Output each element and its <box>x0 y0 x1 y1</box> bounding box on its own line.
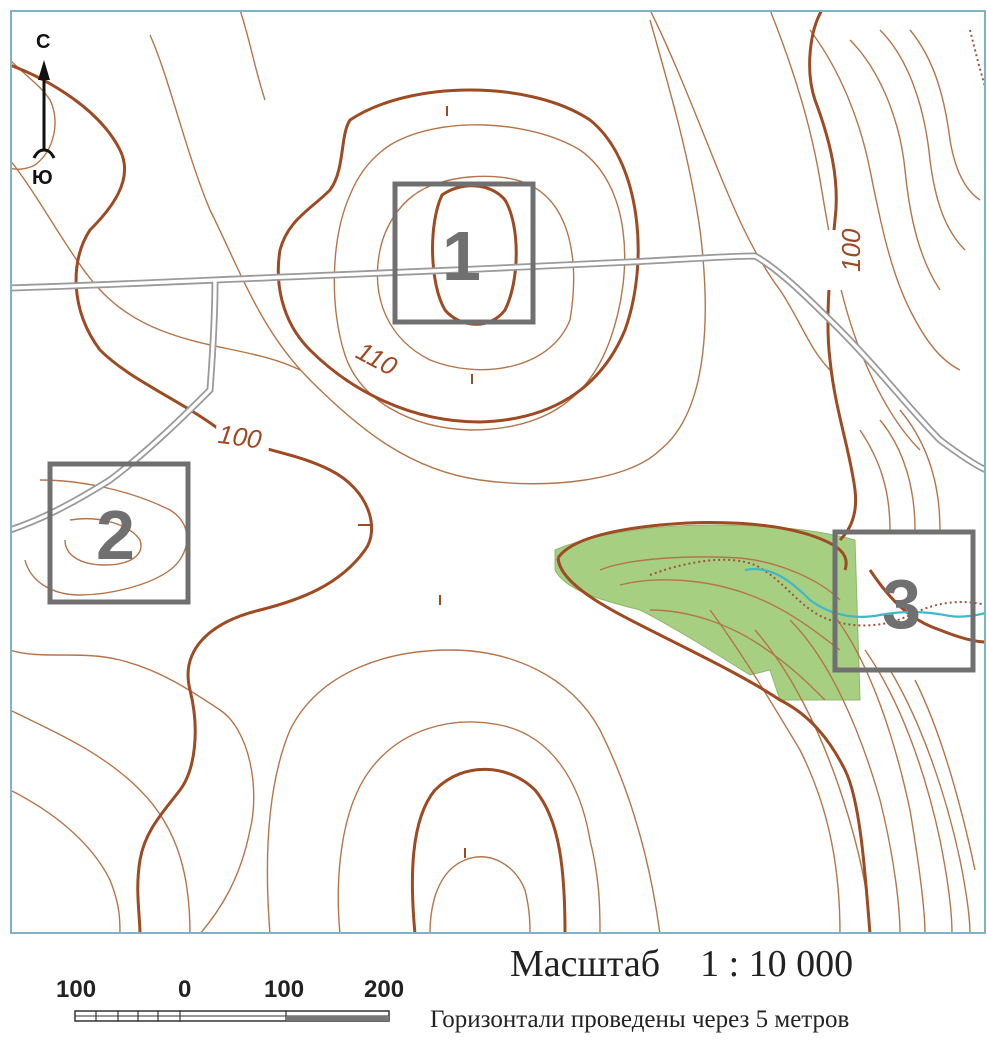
compass-north: С <box>36 31 50 53</box>
topographic-map: 110 100 100 1 2 3 С Ю <box>8 9 987 935</box>
scale-label: Масштаб <box>510 943 661 985</box>
compass-south: Ю <box>32 167 53 189</box>
road <box>8 252 987 534</box>
map-canvas: 110 100 100 1 2 3 С Ю <box>8 9 987 935</box>
area-label-1: 1 <box>442 217 481 295</box>
scale-tick-0: 0 <box>178 976 192 1003</box>
area-box-2: 2 <box>47 461 191 605</box>
stream <box>744 567 987 618</box>
area-label-3: 3 <box>882 565 921 643</box>
area-box-1: 1 <box>392 181 536 325</box>
contour-labels: 110 100 100 <box>213 228 866 455</box>
scale-tick-100: 100 <box>264 976 305 1003</box>
slope-ticks <box>358 106 473 858</box>
legend-area: 100 0 100 200 Масштаб 1 : 10 000 Горизонт… <box>0 934 987 1059</box>
contour-interval-note: Горизонтали проведены через 5 метров <box>430 1006 850 1033</box>
scale-tick-100-left: 100 <box>56 976 97 1003</box>
scale-tick-200: 200 <box>364 976 405 1003</box>
area-box-3: 3 <box>832 529 976 673</box>
scale-value: 1 : 10 000 <box>700 943 854 985</box>
compass-icon: С Ю <box>32 31 56 189</box>
area-label-2: 2 <box>96 496 135 574</box>
forest-area <box>554 524 861 701</box>
contour-label-100-east: 100 <box>836 228 866 272</box>
scale-ratio: Масштаб 1 : 10 000 <box>510 942 893 986</box>
scale-bar <box>74 1010 390 1022</box>
contour-label-100-west: 100 <box>216 419 264 455</box>
